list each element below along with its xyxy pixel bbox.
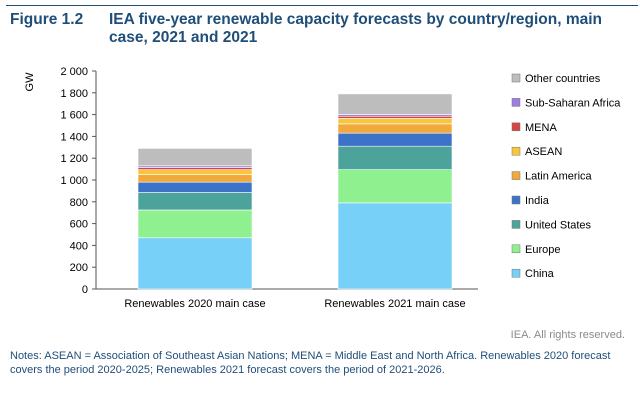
- y-tick-label: 2 000: [60, 66, 88, 78]
- figure-title: IEA five-year renewable capacity forecas…: [109, 11, 603, 46]
- y-tick-label: 1 200: [60, 153, 88, 165]
- legend-swatch-india: [511, 195, 521, 205]
- figure-label: Figure 1.2: [10, 11, 84, 28]
- legend-label: Europe: [525, 244, 560, 256]
- y-tick-label: 800: [70, 197, 88, 209]
- y-tick-label: 600: [70, 219, 88, 231]
- legend-swatch-asean: [511, 146, 521, 156]
- bars-layer: [137, 93, 453, 290]
- legend-label: India: [525, 195, 550, 207]
- bar-segment-united-states: [137, 192, 253, 211]
- x-category-label: Renewables 2020 main case: [124, 298, 265, 310]
- legend-swatch-sub-saharan-africa: [511, 98, 521, 107]
- bar-segment-mena: [137, 167, 253, 170]
- axis-layer: 0 200 400 600 800 1 000 1 200 1 400 1 600 1 800 2 …: [24, 66, 478, 310]
- bar-segment-china: [137, 237, 253, 290]
- legend-layer: Other countries Sub-Saharan Africa MENA ASE…: [511, 73, 621, 280]
- notes-text: Notes: ASEAN = Association of Southeast …: [10, 350, 611, 376]
- bar-segment-latin-america: [137, 174, 253, 183]
- bar-segment-latin-america: [337, 123, 453, 134]
- legend-label: MENA: [525, 122, 557, 134]
- credit-text: IEA. All rights reserved.: [510, 329, 625, 341]
- bar-segment-asean: [137, 169, 253, 175]
- bar-segment-other-countries: [337, 93, 453, 115]
- legend-label: Sub-Saharan Africa: [525, 97, 621, 109]
- bar-segment-india: [137, 181, 253, 193]
- bar-segment-india: [337, 132, 453, 147]
- legend-label: ASEAN: [525, 146, 562, 158]
- y-tick-label: 0: [82, 284, 88, 296]
- legend-swatch-china: [511, 268, 521, 278]
- y-tick-label: 200: [70, 262, 88, 274]
- y-tick-label: 1 000: [60, 175, 88, 187]
- legend-label: Latin America: [525, 171, 593, 183]
- y-tick-label: 400: [70, 240, 88, 252]
- legend-swatch-other-countries: [511, 73, 521, 83]
- x-category-label: Renewables 2021 main case: [324, 298, 465, 310]
- bar-segment-other-countries: [137, 148, 253, 167]
- legend-swatch-united-states: [511, 220, 521, 229]
- legend-label: China: [525, 268, 555, 280]
- legend-swatch-mena: [511, 122, 521, 132]
- bar-segment-asean: [337, 118, 453, 125]
- bar-segment-mena: [337, 115, 453, 119]
- y-tick-label: 1 400: [60, 131, 88, 143]
- y-tick-label: 1 800: [60, 88, 88, 100]
- legend-swatch-europe: [511, 244, 521, 254]
- y-tick-label: 1 600: [60, 110, 88, 122]
- bar-segment-europe: [337, 169, 453, 204]
- y-axis-title: GW: [24, 72, 36, 92]
- legend-label: United States: [525, 219, 592, 231]
- legend-swatch-latin-america: [511, 171, 521, 180]
- bar-segment-europe: [137, 209, 253, 239]
- bar-segment-china: [337, 202, 453, 290]
- top-rule: [6, 5, 638, 6]
- legend-label: Other countries: [525, 73, 601, 85]
- bar-segment-united-states: [337, 145, 453, 170]
